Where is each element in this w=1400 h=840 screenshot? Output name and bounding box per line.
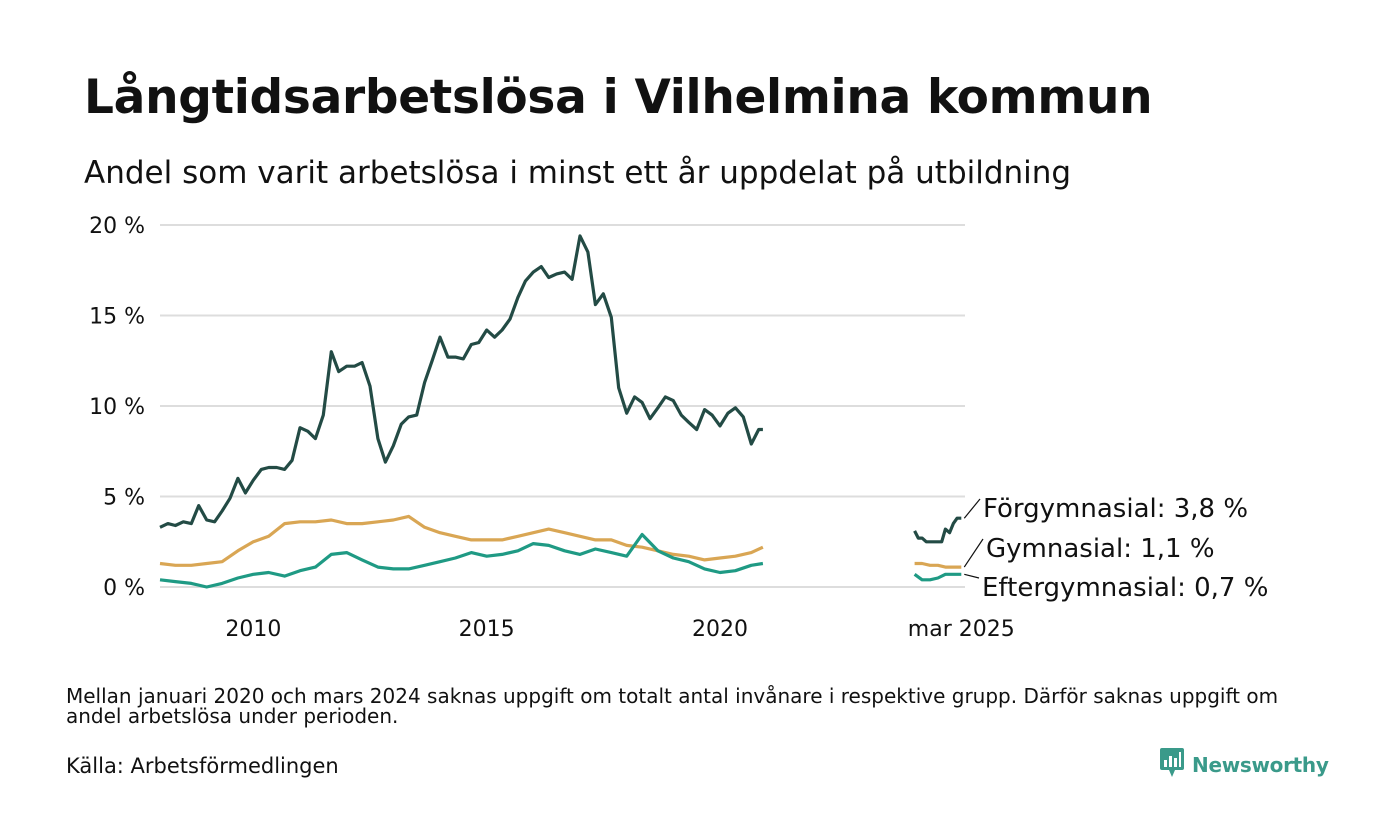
series-label-gymnasial: Gymnasial: 1,1 % xyxy=(986,534,1215,564)
y-tick-label: 20 % xyxy=(89,214,145,239)
newsworthy-logo-icon xyxy=(1160,748,1184,782)
series-line-gymnasial xyxy=(159,514,764,567)
series-line-gymnasial xyxy=(914,561,962,569)
series-label-eftergymnasial: Eftergymnasial: 0,7 % xyxy=(982,573,1268,603)
source-credit: Källa: Arbetsförmedlingen xyxy=(66,754,339,778)
y-axis-tick-labels: 0 % 5 % 10 % 15 % 20 % xyxy=(89,214,145,601)
series-line-forgymnasial xyxy=(913,516,962,544)
brand-logo[interactable]: Newsworthy xyxy=(1160,748,1329,782)
gridlines xyxy=(160,224,965,588)
brand-name: Newsworthy xyxy=(1192,753,1329,777)
y-tick-label: 0 % xyxy=(103,576,145,601)
series-line-forgymnasial xyxy=(159,234,763,529)
series-lines xyxy=(159,234,962,589)
line-chart: 0 %5 %10 %15 %20 % 2010 2015 2020 mar 2025 … xyxy=(89,214,1268,642)
y-tick-label: 5 % xyxy=(103,486,145,511)
x-axis-tick-labels: 2010 2015 2020 mar 2025 xyxy=(225,617,1014,642)
x-tick-label: 2020 xyxy=(692,617,748,642)
x-tick-label: 2015 xyxy=(459,617,515,642)
y-tick-label: 10 % xyxy=(89,395,145,420)
y-tick-label: 15 % xyxy=(89,305,145,330)
label-leader-gymnasial xyxy=(963,538,984,568)
chart-title: Långtidsarbetslösa i Vilhelmina kommun xyxy=(84,70,1153,125)
x-tick-label: mar 2025 xyxy=(908,617,1015,642)
series-line-eftergymnasial xyxy=(159,532,764,589)
label-leader-forgymnasial xyxy=(963,498,981,519)
series-line-eftergymnasial xyxy=(913,572,962,582)
series-end-labels: Förgymnasial: 3,8 % Gymnasial: 1,1 % Efter… xyxy=(963,494,1268,603)
footnote: Mellan januari 2020 och mars 2024 saknas… xyxy=(66,684,1279,728)
chart-subtitle: Andel som varit arbetslösa i minst ett å… xyxy=(84,155,1072,191)
series-label-forgymnasial: Förgymnasial: 3,8 % xyxy=(983,494,1248,524)
label-leader-eftergymnasial xyxy=(964,573,980,579)
x-tick-label: 2010 xyxy=(225,617,281,642)
